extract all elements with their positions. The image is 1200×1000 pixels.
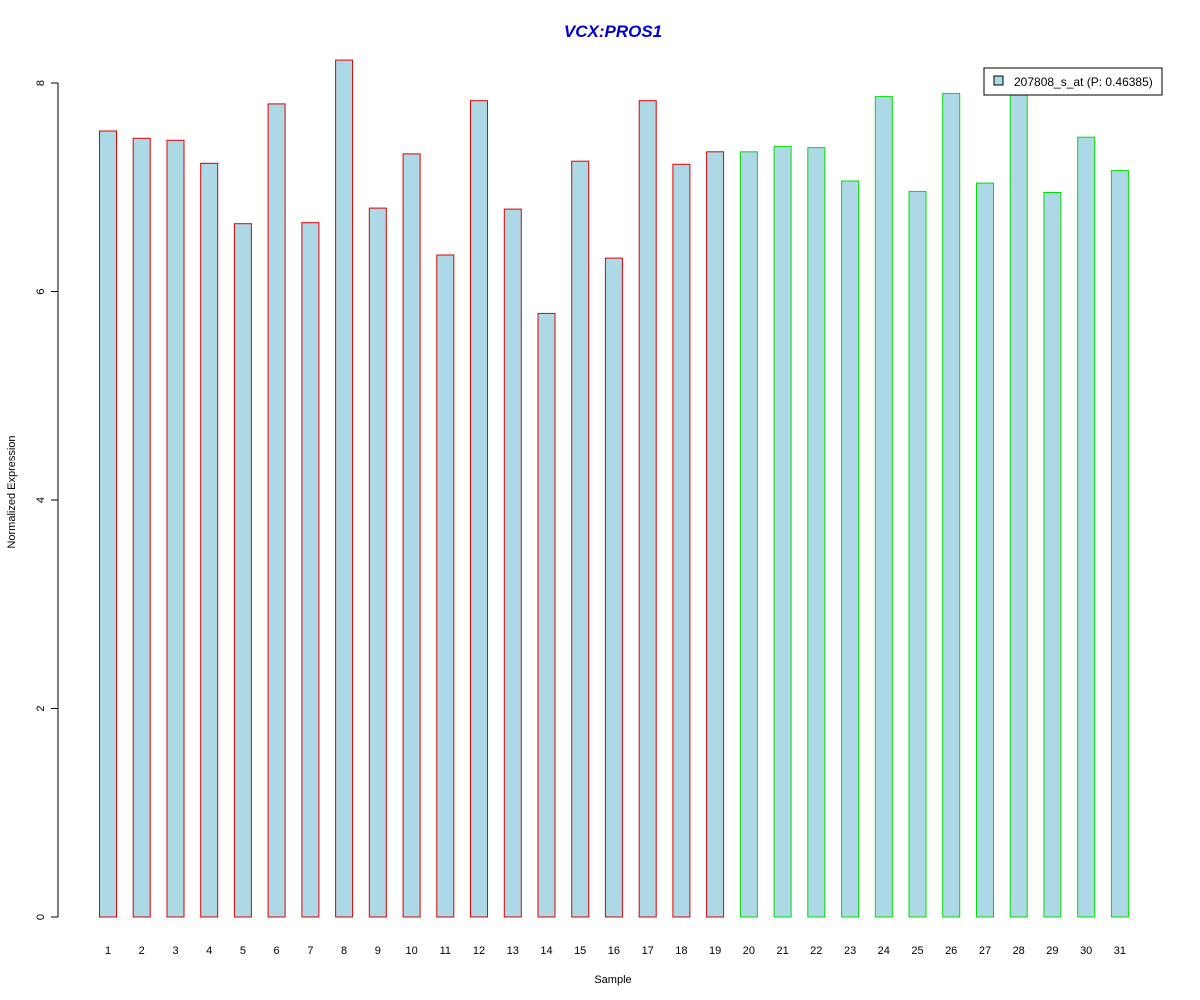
- x-tick-label: 29: [1046, 945, 1058, 957]
- bar-sample-17: [638, 100, 657, 918]
- x-tick-label: 13: [507, 945, 519, 957]
- x-tick-label: 22: [810, 945, 822, 957]
- y-tick-label: 6: [35, 288, 47, 294]
- bar-sample-7: [301, 222, 320, 918]
- legend-box: [983, 67, 1163, 96]
- x-tick-label: 31: [1114, 945, 1126, 957]
- x-tick-label: 12: [473, 945, 485, 957]
- x-tick-label: 17: [642, 945, 654, 957]
- chart-title: VCX:PROS1: [564, 22, 662, 41]
- legend-swatch: [993, 75, 1004, 86]
- legend: 207808_s_at (P: 0.46385): [983, 67, 1163, 96]
- bar-sample-6: [267, 103, 286, 918]
- bar-sample-12: [470, 100, 488, 918]
- y-tick-label: 2: [35, 705, 47, 711]
- bar-sample-8: [335, 59, 354, 918]
- x-tick-label: 24: [878, 945, 890, 957]
- bar-sample-16: [604, 257, 623, 918]
- x-tick-label: 20: [743, 945, 755, 957]
- x-tick-label: 26: [945, 945, 957, 957]
- bar-sample-24: [874, 96, 893, 918]
- bar-sample-27: [976, 182, 994, 918]
- bar-sample-19: [706, 151, 725, 918]
- y-axis: 0 2 4 6 8: [35, 80, 59, 920]
- x-tick-labels: 1 2 3 4 5 6 7 8 9 10 11 12 13 14 15 16 17 18 19 20 21 22 23 24 2…: [105, 945, 1126, 957]
- bar-sample-18: [672, 163, 691, 918]
- bar-sample-26: [942, 92, 961, 918]
- x-tick-label: 28: [1013, 945, 1025, 957]
- bar-sample-31: [1110, 170, 1129, 918]
- x-tick-label: 27: [979, 945, 991, 957]
- x-tick-label: 6: [274, 945, 280, 957]
- bar-sample-2: [132, 137, 151, 918]
- x-tick-label: 18: [675, 945, 687, 957]
- bar-sample-11: [436, 254, 455, 918]
- y-tick-label: 4: [35, 497, 47, 503]
- x-tick-label: 25: [911, 945, 923, 957]
- bar-sample-30: [1077, 136, 1096, 918]
- x-tick-label: 30: [1080, 945, 1092, 957]
- legend-label: 207808_s_at (P: 0.46385): [1014, 75, 1153, 89]
- x-tick-label: 23: [844, 945, 856, 957]
- bar-sample-28: [1009, 87, 1028, 918]
- bar-sample-3: [166, 139, 185, 918]
- y-tick-label: 0: [35, 914, 47, 920]
- x-tick-label: 21: [776, 945, 788, 957]
- x-tick-label: 19: [709, 945, 721, 957]
- bar-sample-20: [739, 151, 758, 918]
- bar-sample-14: [537, 312, 556, 918]
- bar-sample-25: [908, 190, 927, 918]
- bar-sample-22: [807, 147, 826, 918]
- x-tick-label: 3: [172, 945, 178, 957]
- bar-sample-1: [99, 130, 117, 918]
- bar-sample-21: [773, 146, 792, 918]
- bar-sample-15: [571, 160, 590, 918]
- x-tick-label: 9: [375, 945, 381, 957]
- x-axis-label: Sample: [594, 974, 631, 986]
- bar-sample-4: [200, 162, 219, 918]
- x-tick-label: 2: [139, 945, 145, 957]
- x-tick-label: 14: [540, 945, 552, 957]
- bars-group: [99, 59, 1129, 918]
- y-tick-label: 8: [35, 80, 47, 86]
- bar-sample-5: [233, 223, 252, 918]
- x-tick-label: 5: [240, 945, 246, 957]
- x-tick-label: 4: [206, 945, 212, 957]
- x-tick-label: 11: [440, 945, 451, 957]
- y-axis-label: Normalized Expression: [6, 435, 18, 548]
- x-tick-label: 16: [608, 945, 620, 957]
- bar-sample-29: [1043, 192, 1062, 918]
- x-tick-label: 15: [574, 945, 586, 957]
- bar-sample-9: [368, 207, 387, 918]
- bar-sample-10: [402, 153, 421, 918]
- bar-sample-13: [503, 208, 522, 918]
- x-tick-label: 1: [105, 945, 111, 957]
- x-tick-label: 8: [341, 945, 347, 957]
- x-tick-label: 10: [405, 945, 417, 957]
- bar-sample-23: [841, 180, 860, 918]
- x-tick-label: 7: [307, 945, 313, 957]
